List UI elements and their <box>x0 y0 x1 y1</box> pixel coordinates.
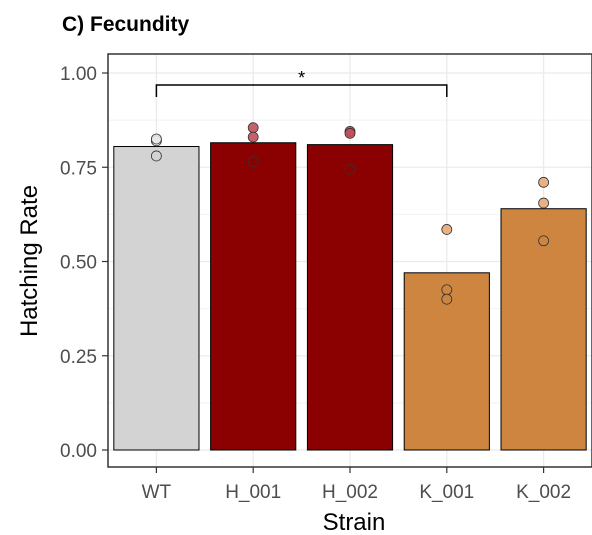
data-point <box>441 224 453 235</box>
bar-wt <box>113 146 200 451</box>
data-point <box>344 163 356 175</box>
bar-h-001 <box>210 142 297 451</box>
y-tick-label: 0.00 <box>60 441 97 462</box>
significance-line <box>155 84 448 97</box>
data-point <box>150 150 162 162</box>
bars-layer <box>113 142 587 451</box>
data-point <box>538 197 549 209</box>
bar-k-002 <box>500 208 587 451</box>
x-axis-title: Strain <box>323 509 386 535</box>
data-point <box>150 133 162 145</box>
data-point <box>247 156 259 167</box>
y-tick-label: 0.50 <box>60 253 97 274</box>
data-point <box>538 235 549 247</box>
x-tick-label: WT <box>142 482 172 503</box>
x-tick-label: H_001 <box>225 482 281 503</box>
data-point <box>538 176 549 188</box>
data-point <box>344 127 356 139</box>
axes-layer: 0.00 0.25 0.50 0.75 1.00 WT H_001 H_002 K_001 K_0… <box>60 64 571 503</box>
y-axis-title: Hatching Rate <box>16 185 43 337</box>
data-point <box>441 293 453 305</box>
data-point <box>247 131 259 143</box>
x-tick-label: K_002 <box>516 482 571 503</box>
y-tick-label: 0.25 <box>60 347 97 368</box>
y-tick-label: 1.00 <box>60 64 97 85</box>
x-tick-label: H_002 <box>322 482 378 503</box>
data-point <box>247 122 259 134</box>
data-point <box>441 284 453 296</box>
bar-h-002 <box>306 144 394 451</box>
significance-bracket: * <box>155 68 448 97</box>
significance-label: * <box>298 68 305 88</box>
points-layer <box>150 122 549 305</box>
y-tick-label: 0.75 <box>60 158 97 179</box>
chart-title: C) Fecundity <box>62 13 189 36</box>
x-tick-label: K_001 <box>419 482 474 503</box>
